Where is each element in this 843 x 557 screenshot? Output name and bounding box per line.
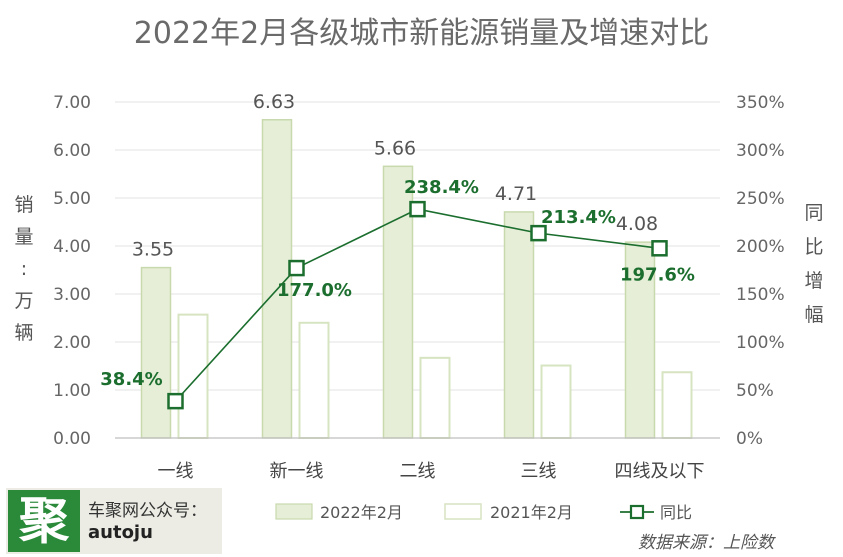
y-tick-label-left: 1.00 bbox=[53, 381, 91, 401]
y-tick-label-left: 2.00 bbox=[53, 333, 91, 353]
y-tick-label-left: 5.00 bbox=[53, 189, 91, 209]
line-value-label: 238.4% bbox=[404, 177, 479, 198]
y-tick-label-left: 4.00 bbox=[53, 237, 91, 257]
brand-name: 车聚网公众号： bbox=[88, 501, 207, 521]
line-point-marker bbox=[651, 240, 668, 257]
y-axis-left-label-char: 辆 bbox=[14, 322, 34, 344]
y-tick-label-right: 300% bbox=[736, 141, 785, 161]
y-tick-label-right: 150% bbox=[736, 285, 785, 305]
bar-2021-feb bbox=[419, 356, 451, 439]
line-point-marker bbox=[288, 259, 305, 277]
y-axis-right-label-char: 同 bbox=[804, 202, 824, 224]
bar-value-label: 4.08 bbox=[616, 213, 658, 235]
y-axis-left-label-char: 销 bbox=[14, 194, 34, 216]
y-tick-label-right: 0% bbox=[736, 429, 763, 449]
bar-2022-feb bbox=[382, 165, 414, 439]
x-tick-label: 新一线 bbox=[270, 461, 324, 482]
brand-handle: autoju bbox=[88, 522, 153, 543]
bar-2021-feb bbox=[540, 364, 572, 439]
y-tick-label-right: 250% bbox=[736, 189, 785, 209]
line-value-label: 213.4% bbox=[541, 207, 616, 228]
line-value-label: 177.0% bbox=[277, 280, 352, 301]
data-source: 数据来源：上险数 bbox=[638, 533, 774, 553]
brand-logo-icon: 聚 bbox=[8, 490, 80, 552]
line-yoy-growth bbox=[174, 208, 660, 402]
bar-2021-feb bbox=[298, 321, 330, 439]
bar-2021-feb bbox=[661, 371, 693, 439]
legend-swatch-2021 bbox=[444, 503, 482, 520]
bar-value-label: 4.71 bbox=[495, 183, 537, 205]
bar-value-label: 6.63 bbox=[253, 91, 295, 113]
y-tick-label-right: 100% bbox=[736, 333, 785, 353]
legend-label-2022: 2022年2月 bbox=[320, 503, 403, 522]
y-tick-label-left: 0.00 bbox=[53, 429, 91, 449]
y-axis-left-label-char: : bbox=[20, 258, 28, 280]
y-axis-right-label-char: 增 bbox=[804, 270, 824, 292]
x-tick-label: 二线 bbox=[400, 461, 436, 482]
y-axis-right-label-char: 比 bbox=[804, 236, 824, 258]
x-tick-label: 一线 bbox=[158, 461, 194, 482]
legend-label-yoy: 同比 bbox=[660, 503, 692, 522]
legend-label-2021: 2021年2月 bbox=[490, 503, 573, 522]
line-point-marker bbox=[409, 200, 426, 218]
y-tick-label-right: 200% bbox=[736, 237, 785, 257]
bar-2022-feb bbox=[503, 211, 535, 439]
y-axis-right-label-char: 幅 bbox=[804, 304, 824, 326]
bar-value-label: 5.66 bbox=[374, 137, 416, 159]
brand-badge: 聚 车聚网公众号： autoju bbox=[6, 488, 222, 554]
y-tick-label-left: 3.00 bbox=[53, 285, 91, 305]
legend-swatch-2022 bbox=[275, 503, 313, 520]
x-tick-label: 四线及以下 bbox=[615, 461, 705, 482]
y-tick-label-left: 6.00 bbox=[53, 141, 91, 161]
bar-2022-feb bbox=[624, 241, 656, 439]
line-value-label: 197.6% bbox=[620, 264, 695, 285]
y-axis-left-label-char: 万 bbox=[14, 290, 34, 312]
bar-value-label: 3.55 bbox=[132, 239, 174, 261]
legend-swatch-marker bbox=[629, 504, 645, 520]
y-tick-label-right: 50% bbox=[736, 381, 774, 401]
y-tick-label-right: 350% bbox=[736, 93, 785, 113]
y-tick-label-left: 7.00 bbox=[53, 93, 91, 113]
chart-title: 2022年2月各级城市新能源销量及增速对比 bbox=[133, 16, 710, 51]
bar-2022-feb bbox=[140, 266, 172, 439]
y-axis-left-label-char: 量 bbox=[14, 226, 34, 248]
line-value-label: 38.4% bbox=[100, 369, 162, 390]
line-point-marker bbox=[530, 224, 547, 242]
bar-2021-feb bbox=[177, 313, 209, 440]
line-point-marker bbox=[167, 392, 184, 410]
x-tick-label: 三线 bbox=[521, 461, 557, 482]
